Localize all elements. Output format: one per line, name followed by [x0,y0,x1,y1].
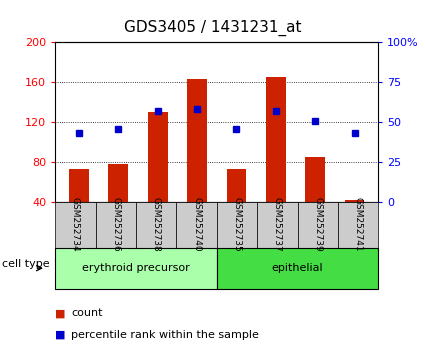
Text: GSM252740: GSM252740 [192,198,201,252]
Text: epithelial: epithelial [272,263,323,273]
Text: GSM252735: GSM252735 [232,198,241,252]
Text: GSM252734: GSM252734 [71,198,80,252]
Text: count: count [71,308,103,318]
Text: percentile rank within the sample: percentile rank within the sample [71,330,259,339]
Bar [69,169,89,202]
Text: ■: ■ [55,308,66,318]
Bar [306,157,325,202]
Bar [187,79,207,202]
Bar [345,200,365,202]
Text: erythroid precursor: erythroid precursor [82,263,190,273]
Text: GSM252739: GSM252739 [313,198,322,252]
Text: GDS3405 / 1431231_at: GDS3405 / 1431231_at [124,19,301,36]
Text: cell type: cell type [2,259,50,269]
Text: GSM252736: GSM252736 [111,198,120,252]
Text: GSM252741: GSM252741 [354,198,363,252]
Bar [227,169,246,202]
Text: GSM252737: GSM252737 [273,198,282,252]
Bar [266,77,286,202]
Text: GSM252738: GSM252738 [152,198,161,252]
Bar [148,112,167,202]
Bar [108,164,128,202]
Text: ■: ■ [55,330,66,339]
